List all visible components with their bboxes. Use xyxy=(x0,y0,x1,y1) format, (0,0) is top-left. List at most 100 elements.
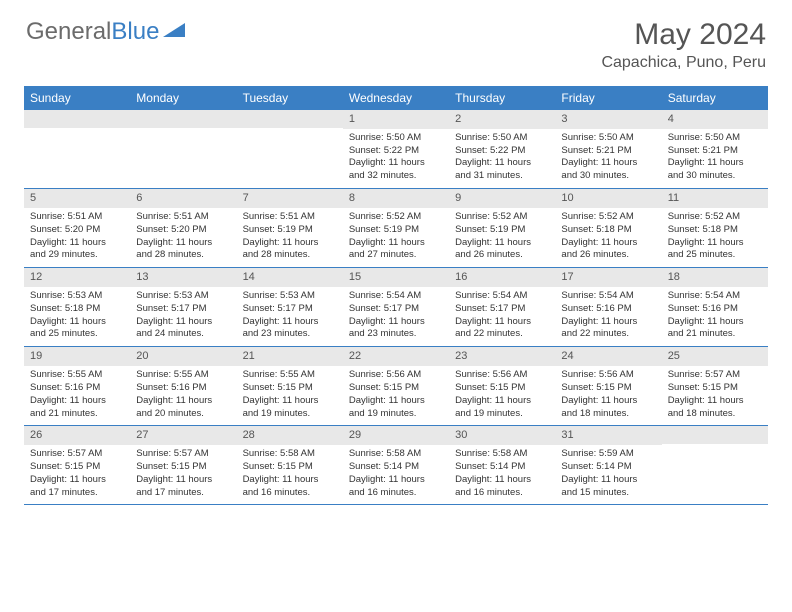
week-row: 26Sunrise: 5:57 AMSunset: 5:15 PMDayligh… xyxy=(24,426,768,505)
sunset-line: Sunset: 5:21 PM xyxy=(561,145,655,158)
sunrise-line: Sunrise: 5:58 AM xyxy=(455,448,549,461)
daylight-line: Daylight: 11 hours and 18 minutes. xyxy=(668,395,762,421)
week-row: 1Sunrise: 5:50 AMSunset: 5:22 PMDaylight… xyxy=(24,110,768,189)
daylight-line: Daylight: 11 hours and 23 minutes. xyxy=(349,316,443,342)
sunset-line: Sunset: 5:18 PM xyxy=(30,303,124,316)
day-body: Sunrise: 5:58 AMSunset: 5:14 PMDaylight:… xyxy=(449,445,555,504)
sunrise-line: Sunrise: 5:53 AM xyxy=(30,290,124,303)
sunrise-line: Sunrise: 5:52 AM xyxy=(561,211,655,224)
day-number: 18 xyxy=(662,268,768,287)
sunset-line: Sunset: 5:14 PM xyxy=(349,461,443,474)
daylight-line: Daylight: 11 hours and 16 minutes. xyxy=(243,474,337,500)
sunset-line: Sunset: 5:15 PM xyxy=(668,382,762,395)
title-block: May 2024 Capachica, Puno, Peru xyxy=(601,18,766,72)
day-number: 12 xyxy=(24,268,130,287)
daylight-line: Daylight: 11 hours and 24 minutes. xyxy=(136,316,230,342)
daylight-line: Daylight: 11 hours and 28 minutes. xyxy=(136,237,230,263)
day-cell xyxy=(130,110,236,188)
sunrise-line: Sunrise: 5:54 AM xyxy=(349,290,443,303)
day-cell: 1Sunrise: 5:50 AMSunset: 5:22 PMDaylight… xyxy=(343,110,449,188)
daylight-line: Daylight: 11 hours and 32 minutes. xyxy=(349,157,443,183)
day-body: Sunrise: 5:53 AMSunset: 5:17 PMDaylight:… xyxy=(237,287,343,346)
day-body: Sunrise: 5:55 AMSunset: 5:16 PMDaylight:… xyxy=(24,366,130,425)
daylight-line: Daylight: 11 hours and 16 minutes. xyxy=(455,474,549,500)
day-cell: 17Sunrise: 5:54 AMSunset: 5:16 PMDayligh… xyxy=(555,268,661,346)
day-cell: 24Sunrise: 5:56 AMSunset: 5:15 PMDayligh… xyxy=(555,347,661,425)
sunrise-line: Sunrise: 5:53 AM xyxy=(243,290,337,303)
daylight-line: Daylight: 11 hours and 15 minutes. xyxy=(561,474,655,500)
week-row: 5Sunrise: 5:51 AMSunset: 5:20 PMDaylight… xyxy=(24,189,768,268)
sunset-line: Sunset: 5:15 PM xyxy=(561,382,655,395)
day-cell: 4Sunrise: 5:50 AMSunset: 5:21 PMDaylight… xyxy=(662,110,768,188)
day-number: 14 xyxy=(237,268,343,287)
day-number: 26 xyxy=(24,426,130,445)
sunrise-line: Sunrise: 5:52 AM xyxy=(668,211,762,224)
sunrise-line: Sunrise: 5:59 AM xyxy=(561,448,655,461)
sunrise-line: Sunrise: 5:50 AM xyxy=(349,132,443,145)
day-number: 25 xyxy=(662,347,768,366)
day-cell: 22Sunrise: 5:56 AMSunset: 5:15 PMDayligh… xyxy=(343,347,449,425)
day-body: Sunrise: 5:52 AMSunset: 5:18 PMDaylight:… xyxy=(662,208,768,267)
day-number: 31 xyxy=(555,426,661,445)
day-cell: 3Sunrise: 5:50 AMSunset: 5:21 PMDaylight… xyxy=(555,110,661,188)
day-body: Sunrise: 5:56 AMSunset: 5:15 PMDaylight:… xyxy=(555,366,661,425)
day-header: Friday xyxy=(555,86,661,110)
day-cell: 19Sunrise: 5:55 AMSunset: 5:16 PMDayligh… xyxy=(24,347,130,425)
sunset-line: Sunset: 5:19 PM xyxy=(455,224,549,237)
daylight-line: Daylight: 11 hours and 17 minutes. xyxy=(30,474,124,500)
daylight-line: Daylight: 11 hours and 30 minutes. xyxy=(561,157,655,183)
sunset-line: Sunset: 5:18 PM xyxy=(668,224,762,237)
day-body: Sunrise: 5:52 AMSunset: 5:19 PMDaylight:… xyxy=(449,208,555,267)
day-body: Sunrise: 5:50 AMSunset: 5:21 PMDaylight:… xyxy=(662,129,768,188)
day-number: 13 xyxy=(130,268,236,287)
day-number: 9 xyxy=(449,189,555,208)
day-cell: 28Sunrise: 5:58 AMSunset: 5:15 PMDayligh… xyxy=(237,426,343,504)
day-number: 7 xyxy=(237,189,343,208)
day-body: Sunrise: 5:55 AMSunset: 5:16 PMDaylight:… xyxy=(130,366,236,425)
day-body: Sunrise: 5:54 AMSunset: 5:16 PMDaylight:… xyxy=(662,287,768,346)
day-body: Sunrise: 5:51 AMSunset: 5:20 PMDaylight:… xyxy=(24,208,130,267)
day-number: 29 xyxy=(343,426,449,445)
day-body: Sunrise: 5:54 AMSunset: 5:16 PMDaylight:… xyxy=(555,287,661,346)
daylight-line: Daylight: 11 hours and 25 minutes. xyxy=(668,237,762,263)
day-header: Wednesday xyxy=(343,86,449,110)
sunrise-line: Sunrise: 5:55 AM xyxy=(136,369,230,382)
daylight-line: Daylight: 11 hours and 23 minutes. xyxy=(243,316,337,342)
sunset-line: Sunset: 5:16 PM xyxy=(30,382,124,395)
day-number: 30 xyxy=(449,426,555,445)
sunrise-line: Sunrise: 5:56 AM xyxy=(455,369,549,382)
daylight-line: Daylight: 11 hours and 19 minutes. xyxy=(349,395,443,421)
day-cell: 20Sunrise: 5:55 AMSunset: 5:16 PMDayligh… xyxy=(130,347,236,425)
sunset-line: Sunset: 5:15 PM xyxy=(243,461,337,474)
day-number: 27 xyxy=(130,426,236,445)
calendar-grid: SundayMondayTuesdayWednesdayThursdayFrid… xyxy=(24,86,768,505)
day-cell: 10Sunrise: 5:52 AMSunset: 5:18 PMDayligh… xyxy=(555,189,661,267)
day-body: Sunrise: 5:54 AMSunset: 5:17 PMDaylight:… xyxy=(343,287,449,346)
day-cell: 30Sunrise: 5:58 AMSunset: 5:14 PMDayligh… xyxy=(449,426,555,504)
daylight-line: Daylight: 11 hours and 17 minutes. xyxy=(136,474,230,500)
day-body: Sunrise: 5:52 AMSunset: 5:18 PMDaylight:… xyxy=(555,208,661,267)
sunrise-line: Sunrise: 5:51 AM xyxy=(30,211,124,224)
sunrise-line: Sunrise: 5:57 AM xyxy=(30,448,124,461)
day-header: Thursday xyxy=(449,86,555,110)
sunrise-line: Sunrise: 5:50 AM xyxy=(668,132,762,145)
day-cell xyxy=(662,426,768,504)
logo-text-1: General xyxy=(26,18,111,46)
day-number: 20 xyxy=(130,347,236,366)
logo-triangle-icon xyxy=(163,18,189,46)
day-cell: 13Sunrise: 5:53 AMSunset: 5:17 PMDayligh… xyxy=(130,268,236,346)
daylight-line: Daylight: 11 hours and 22 minutes. xyxy=(455,316,549,342)
day-cell: 8Sunrise: 5:52 AMSunset: 5:19 PMDaylight… xyxy=(343,189,449,267)
sunset-line: Sunset: 5:14 PM xyxy=(561,461,655,474)
day-cell: 29Sunrise: 5:58 AMSunset: 5:14 PMDayligh… xyxy=(343,426,449,504)
sunset-line: Sunset: 5:15 PM xyxy=(243,382,337,395)
day-body: Sunrise: 5:57 AMSunset: 5:15 PMDaylight:… xyxy=(130,445,236,504)
day-body: Sunrise: 5:53 AMSunset: 5:17 PMDaylight:… xyxy=(130,287,236,346)
day-number: 22 xyxy=(343,347,449,366)
header: GeneralBlue May 2024 Capachica, Puno, Pe… xyxy=(0,0,792,80)
empty-day-bar xyxy=(24,110,130,128)
sunset-line: Sunset: 5:18 PM xyxy=(561,224,655,237)
day-number: 2 xyxy=(449,110,555,129)
sunset-line: Sunset: 5:19 PM xyxy=(349,224,443,237)
day-body: Sunrise: 5:58 AMSunset: 5:15 PMDaylight:… xyxy=(237,445,343,504)
